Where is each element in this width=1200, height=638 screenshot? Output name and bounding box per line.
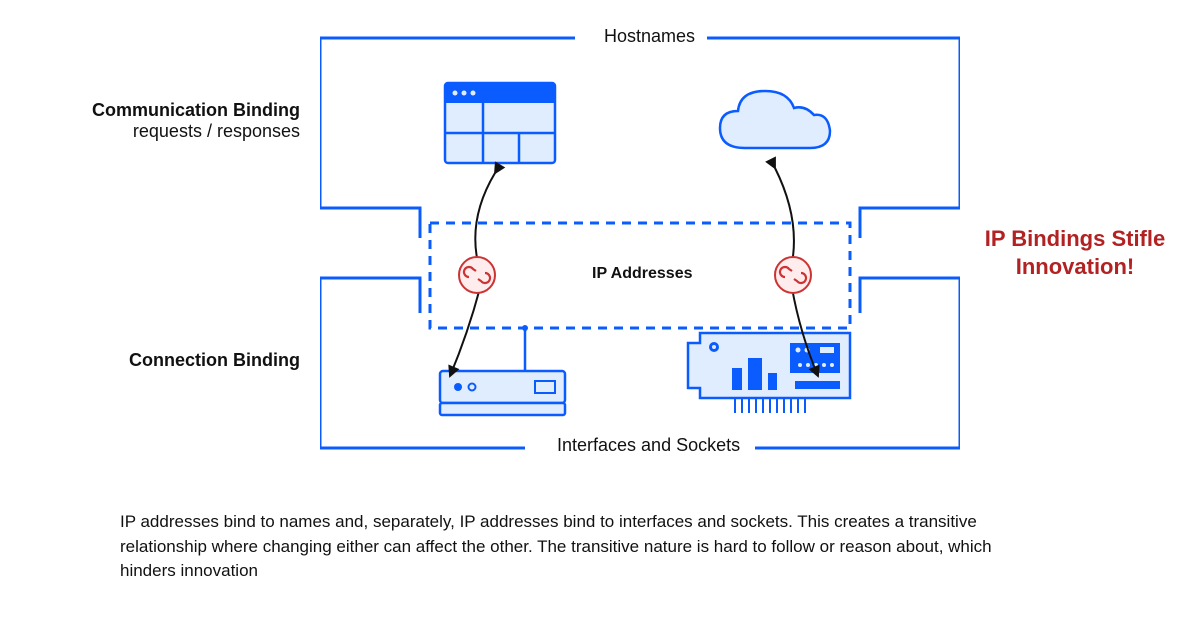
interfaces-label: Interfaces and Sockets — [545, 435, 752, 456]
hostnames-label: Hostnames — [592, 26, 707, 47]
link-icon-left — [459, 257, 495, 293]
link-icon-right — [775, 257, 811, 293]
diagram-canvas: Hostnames Interfaces and Sockets IP Addr… — [320, 28, 960, 458]
conn-binding-title: Connection Binding — [30, 350, 300, 371]
comm-binding-sub: requests / responses — [30, 121, 300, 142]
callout-text: IP Bindings Stifle Innovation! — [965, 225, 1185, 280]
comm-binding-title: Communication Binding — [30, 100, 300, 121]
callout-line2: Innovation! — [965, 253, 1185, 281]
caption-text: IP addresses bind to names and, separate… — [120, 510, 1020, 584]
top-frame — [320, 38, 960, 238]
communication-binding-label: Communication Binding requests / respons… — [30, 100, 300, 142]
connection-binding-label: Connection Binding — [30, 350, 300, 371]
diagram-svg — [320, 28, 960, 458]
router-icon — [440, 325, 565, 415]
callout-line1: IP Bindings Stifle — [965, 225, 1185, 253]
ip-addresses-label: IP Addresses — [592, 265, 693, 283]
nic-icon — [688, 333, 850, 413]
browser-icon — [445, 83, 555, 163]
cloud-icon — [720, 91, 830, 148]
bottom-frame — [320, 278, 960, 448]
